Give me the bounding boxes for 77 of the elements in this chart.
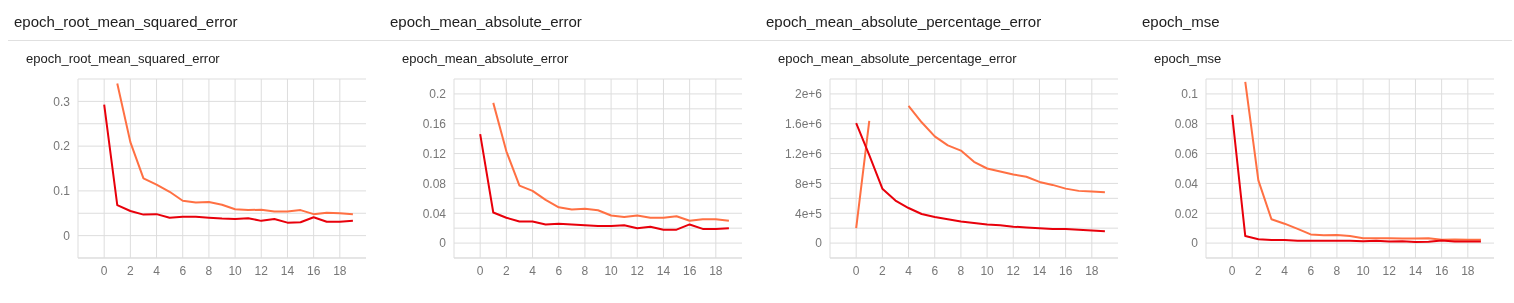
x-tick-label: 16 bbox=[1434, 263, 1449, 278]
x-tick-label: 2 bbox=[127, 263, 135, 278]
x-tick-label: 12 bbox=[1382, 263, 1397, 278]
chart-subtitle: epoch_mean_absolute_percentage_error bbox=[777, 50, 1018, 68]
x-tick-label: 12 bbox=[1006, 263, 1021, 278]
y-tick-label: 0.04 bbox=[1174, 176, 1199, 191]
y-tick-label: 0 bbox=[439, 236, 447, 251]
x-tick-label: 8 bbox=[581, 263, 589, 278]
y-tick-label: 0.1 bbox=[1181, 87, 1199, 102]
y-tick-label: 1.6e+6 bbox=[784, 117, 823, 132]
y-tick-label: 0.16 bbox=[422, 117, 447, 132]
x-tick-label: 6 bbox=[931, 263, 939, 278]
line-series bbox=[1231, 113, 1482, 243]
x-tick-label: 18 bbox=[1085, 263, 1099, 278]
y-tick-label: 0 bbox=[63, 228, 71, 243]
x-tick-label: 10 bbox=[980, 263, 995, 278]
chart-subtitle: epoch_mse bbox=[1153, 50, 1223, 68]
x-tick-label: 0 bbox=[1228, 263, 1236, 278]
x-tick-label: 2 bbox=[1255, 263, 1263, 278]
line-series bbox=[492, 101, 730, 222]
x-tick-label: 14 bbox=[656, 263, 671, 278]
chart-title: epoch_mean_absolute_error bbox=[384, 8, 760, 41]
x-tick-label: 12 bbox=[630, 263, 645, 278]
x-tick-label: 14 bbox=[1032, 263, 1047, 278]
x-tick-label: 14 bbox=[280, 263, 295, 278]
chart-subtitle: epoch_mean_absolute_error bbox=[401, 50, 570, 68]
x-tick-label: 4 bbox=[1281, 263, 1289, 278]
y-tick-label: 8e+5 bbox=[794, 176, 823, 191]
chart-title: epoch_root_mean_squared_error bbox=[8, 8, 384, 41]
line-series bbox=[855, 122, 1106, 233]
y-tick-label: 4e+5 bbox=[794, 206, 823, 221]
x-tick-label: 6 bbox=[1307, 263, 1315, 278]
x-tick-label: 16 bbox=[1058, 263, 1073, 278]
x-tick-label: 8 bbox=[1333, 263, 1341, 278]
x-tick-label: 16 bbox=[682, 263, 697, 278]
line-series bbox=[116, 82, 354, 216]
x-tick-label: 4 bbox=[529, 263, 537, 278]
y-tick-label: 0.08 bbox=[422, 176, 447, 191]
y-tick-label: 0.08 bbox=[1174, 117, 1199, 132]
y-tick-label: 0.2 bbox=[429, 87, 447, 102]
x-tick-label: 18 bbox=[1461, 263, 1475, 278]
y-tick-label: 1.2e+6 bbox=[784, 146, 823, 161]
x-tick-label: 0 bbox=[852, 263, 860, 278]
y-tick-label: 0.12 bbox=[422, 146, 447, 161]
x-tick-label: 2 bbox=[879, 263, 887, 278]
x-tick-label: 10 bbox=[228, 263, 243, 278]
line-series bbox=[1244, 80, 1482, 241]
x-tick-label: 0 bbox=[100, 263, 108, 278]
y-tick-label: 0.06 bbox=[1174, 146, 1199, 161]
x-tick-label: 4 bbox=[905, 263, 913, 278]
x-tick-label: 6 bbox=[555, 263, 563, 278]
x-tick-label: 18 bbox=[333, 263, 347, 278]
x-tick-label: 8 bbox=[957, 263, 965, 278]
chart-subtitle: epoch_root_mean_squared_error bbox=[25, 50, 221, 68]
y-tick-label: 2e+6 bbox=[794, 87, 823, 102]
y-tick-label: 0.02 bbox=[1174, 206, 1199, 221]
y-tick-label: 0 bbox=[815, 236, 823, 251]
line-series bbox=[103, 103, 354, 224]
x-tick-label: 2 bbox=[503, 263, 511, 278]
x-tick-label: 12 bbox=[254, 263, 269, 278]
y-tick-label: 0 bbox=[1191, 236, 1199, 251]
x-tick-label: 18 bbox=[709, 263, 723, 278]
x-tick-label: 16 bbox=[306, 263, 321, 278]
y-tick-label: 0.3 bbox=[53, 94, 71, 109]
x-tick-label: 4 bbox=[153, 263, 161, 278]
x-tick-label: 10 bbox=[604, 263, 619, 278]
y-tick-label: 0.1 bbox=[53, 184, 71, 199]
x-tick-label: 10 bbox=[1356, 263, 1371, 278]
x-tick-label: 6 bbox=[179, 263, 187, 278]
x-tick-label: 0 bbox=[476, 263, 484, 278]
line-series bbox=[479, 133, 730, 231]
x-tick-label: 14 bbox=[1408, 263, 1423, 278]
x-tick-label: 8 bbox=[205, 263, 213, 278]
y-tick-label: 0.2 bbox=[53, 139, 71, 154]
y-tick-label: 0.04 bbox=[422, 206, 447, 221]
chart-title: epoch_mean_absolute_percentage_error bbox=[760, 8, 1136, 41]
chart-title: epoch_mse bbox=[1136, 8, 1512, 41]
